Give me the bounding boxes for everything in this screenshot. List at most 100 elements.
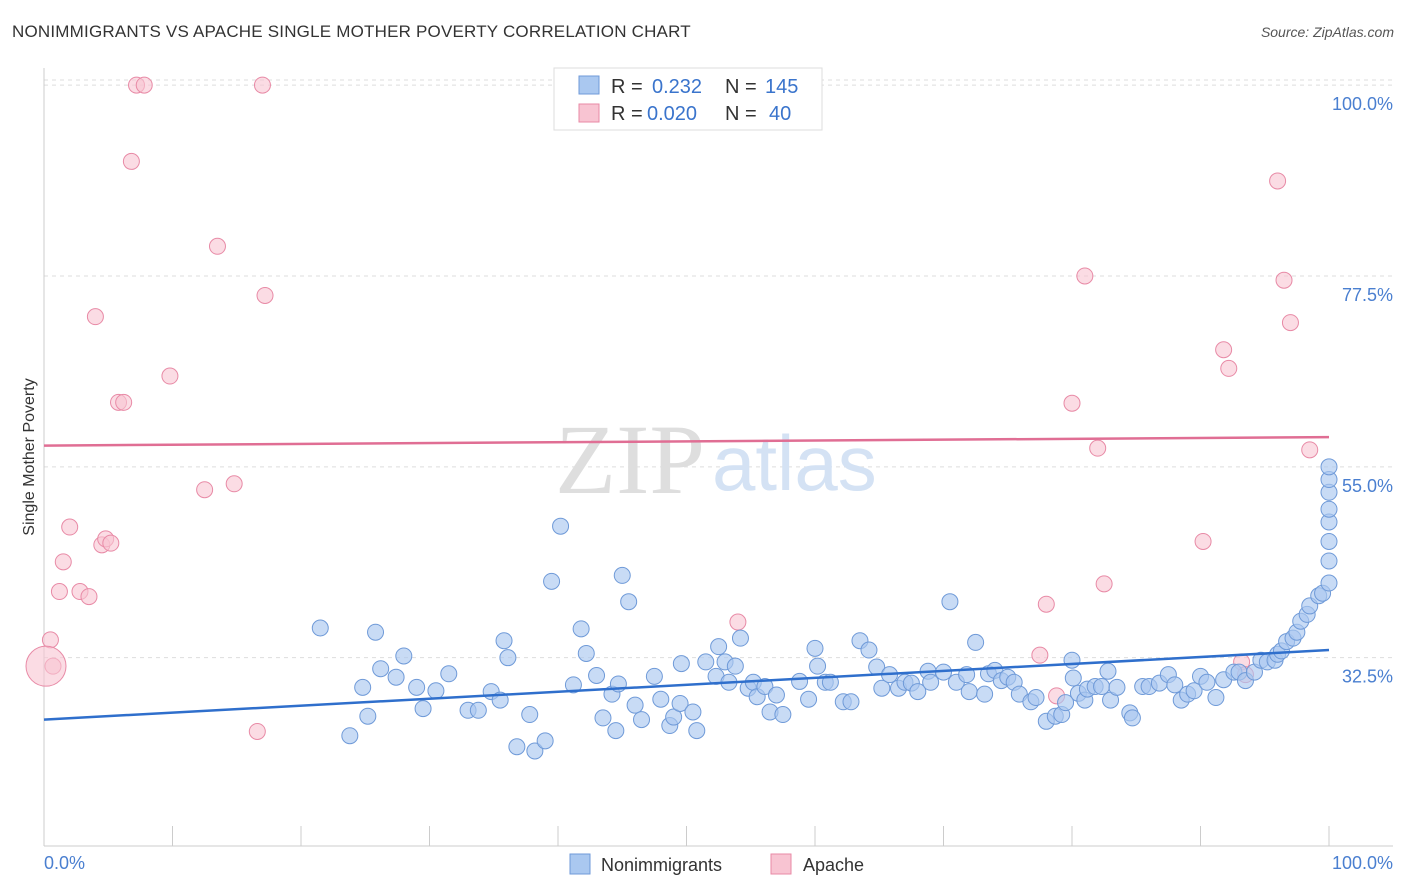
- apache-point: [196, 481, 214, 499]
- nonimmigrants-point: [652, 690, 670, 708]
- nonimmigrants-point: [607, 722, 625, 740]
- grid-layer: [44, 79, 1393, 659]
- y-tick-labels: 32.5% 55.0% 77.5% 100.0%: [1332, 94, 1393, 687]
- apache-point: [161, 367, 179, 385]
- nonimmigrants-point: [684, 703, 702, 721]
- nonimmigrants-point: [564, 676, 582, 694]
- y-tick-label: 55.0%: [1342, 476, 1393, 496]
- apache-point: [1076, 267, 1094, 285]
- nonimmigrants-point: [671, 694, 689, 712]
- nonimmigrants-point: [767, 686, 785, 704]
- nonimmigrants-point: [809, 657, 827, 675]
- nonimmigrants-point: [967, 633, 985, 651]
- bottom-legend-nonimmigrants: Nonimmigrants: [601, 855, 722, 875]
- nonimmigrants-point: [1064, 669, 1082, 687]
- apache-point: [102, 534, 120, 552]
- apache-point: [115, 393, 133, 411]
- apache-point: [1269, 172, 1287, 190]
- nonimmigrants-point: [613, 566, 631, 584]
- legend-r-value: 0.020: [647, 103, 697, 125]
- bottom-legend-swatch-pink: [770, 853, 792, 875]
- nonimmigrants-point: [1185, 682, 1203, 700]
- legend-n-value: 40: [769, 103, 791, 125]
- nonimmigrants-point: [440, 665, 458, 683]
- nonimmigrants-point: [1108, 678, 1126, 696]
- nonimmigrants-point: [1123, 709, 1141, 727]
- apache-points: [25, 76, 1319, 740]
- apache-point: [50, 583, 68, 601]
- nonimmigrants-point: [1320, 458, 1338, 476]
- nonimmigrants-point: [626, 696, 644, 714]
- nonimmigrants-trend-line: [43, 648, 1330, 721]
- nonimmigrants-point: [806, 639, 824, 657]
- nonimmigrants-point: [1099, 662, 1117, 680]
- apache-point: [225, 475, 243, 493]
- nonimmigrants-point: [311, 619, 329, 637]
- nonimmigrants-point: [499, 649, 517, 667]
- watermark-zip: ZIP: [555, 404, 705, 515]
- nonimmigrants-point: [588, 666, 606, 684]
- nonimmigrants-point: [521, 706, 539, 724]
- nonimmigrants-point: [577, 644, 595, 662]
- nonimmigrants-point: [536, 732, 554, 750]
- nonimmigrants-point: [922, 673, 940, 691]
- apache-point: [253, 76, 271, 94]
- nonimmigrants-point: [1320, 532, 1338, 550]
- legend-n-label: N =: [725, 76, 757, 98]
- nonimmigrants-point: [976, 685, 994, 703]
- nonimmigrants-point: [367, 623, 385, 641]
- nonimmigrants-point: [756, 678, 774, 696]
- apache-point: [1275, 271, 1293, 289]
- nonimmigrants-point: [354, 678, 372, 696]
- nonimmigrants-point: [508, 738, 526, 756]
- chart-title: NONIMMIGRANTS VS APACHE SINGLE MOTHER PO…: [12, 22, 691, 41]
- nonimmigrants-point: [408, 678, 426, 696]
- apache-point: [1215, 341, 1233, 359]
- nonimmigrants-point: [414, 700, 432, 718]
- nonimmigrants-point: [341, 727, 359, 745]
- nonimmigrants-point: [1320, 552, 1338, 570]
- nonimmigrants-point: [791, 672, 809, 690]
- y-tick-label: 100.0%: [1332, 94, 1393, 114]
- apache-point: [1281, 314, 1299, 332]
- nonimmigrants-point: [1198, 673, 1216, 691]
- top-legend: R = 0.232 N = 145 R = 0.020 N = 40: [553, 67, 823, 131]
- trend-lines: [43, 435, 1330, 721]
- y-axis-title: Single Mother Poverty: [21, 378, 38, 535]
- apache-point-large: [25, 645, 67, 687]
- nonimmigrants-point: [359, 707, 377, 725]
- nonimmigrants-point: [395, 647, 413, 665]
- nonimmigrants-point: [1063, 651, 1081, 669]
- nonimmigrants-point: [1093, 678, 1111, 696]
- nonimmigrants-point: [633, 711, 651, 729]
- nonimmigrants-point: [1320, 574, 1338, 592]
- apache-point: [80, 588, 98, 606]
- nonimmigrants-point: [697, 653, 715, 671]
- nonimmigrants-point: [552, 517, 570, 535]
- apache-point: [208, 237, 226, 255]
- apache-point: [54, 553, 72, 571]
- nonimmigrants-point: [387, 668, 405, 686]
- nonimmigrants-point: [860, 641, 878, 659]
- y-tick-label: 32.5%: [1342, 667, 1393, 687]
- legend-n-label: N =: [725, 103, 757, 125]
- nonimmigrants-point: [594, 709, 612, 727]
- x-minor-ticks: [43, 826, 1330, 846]
- apache-point: [135, 76, 153, 94]
- nonimmigrants-point: [1166, 676, 1184, 694]
- apache-point: [61, 518, 79, 536]
- nonimmigrants-point: [469, 701, 487, 719]
- apache-point: [41, 631, 59, 649]
- nonimmigrants-point: [710, 638, 728, 656]
- x-tick-labels: 0.0% 100.0%: [44, 853, 1393, 873]
- x-tick-label: 0.0%: [44, 853, 85, 873]
- nonimmigrants-point: [1027, 689, 1045, 707]
- apache-point: [86, 308, 104, 326]
- nonimmigrants-point: [726, 657, 744, 675]
- watermark-atlas: atlas: [712, 419, 877, 507]
- nonimmigrants-point: [688, 722, 706, 740]
- nonimmigrants-point: [526, 742, 544, 760]
- nonimmigrants-point: [774, 706, 792, 724]
- nonimmigrants-point: [1320, 500, 1338, 518]
